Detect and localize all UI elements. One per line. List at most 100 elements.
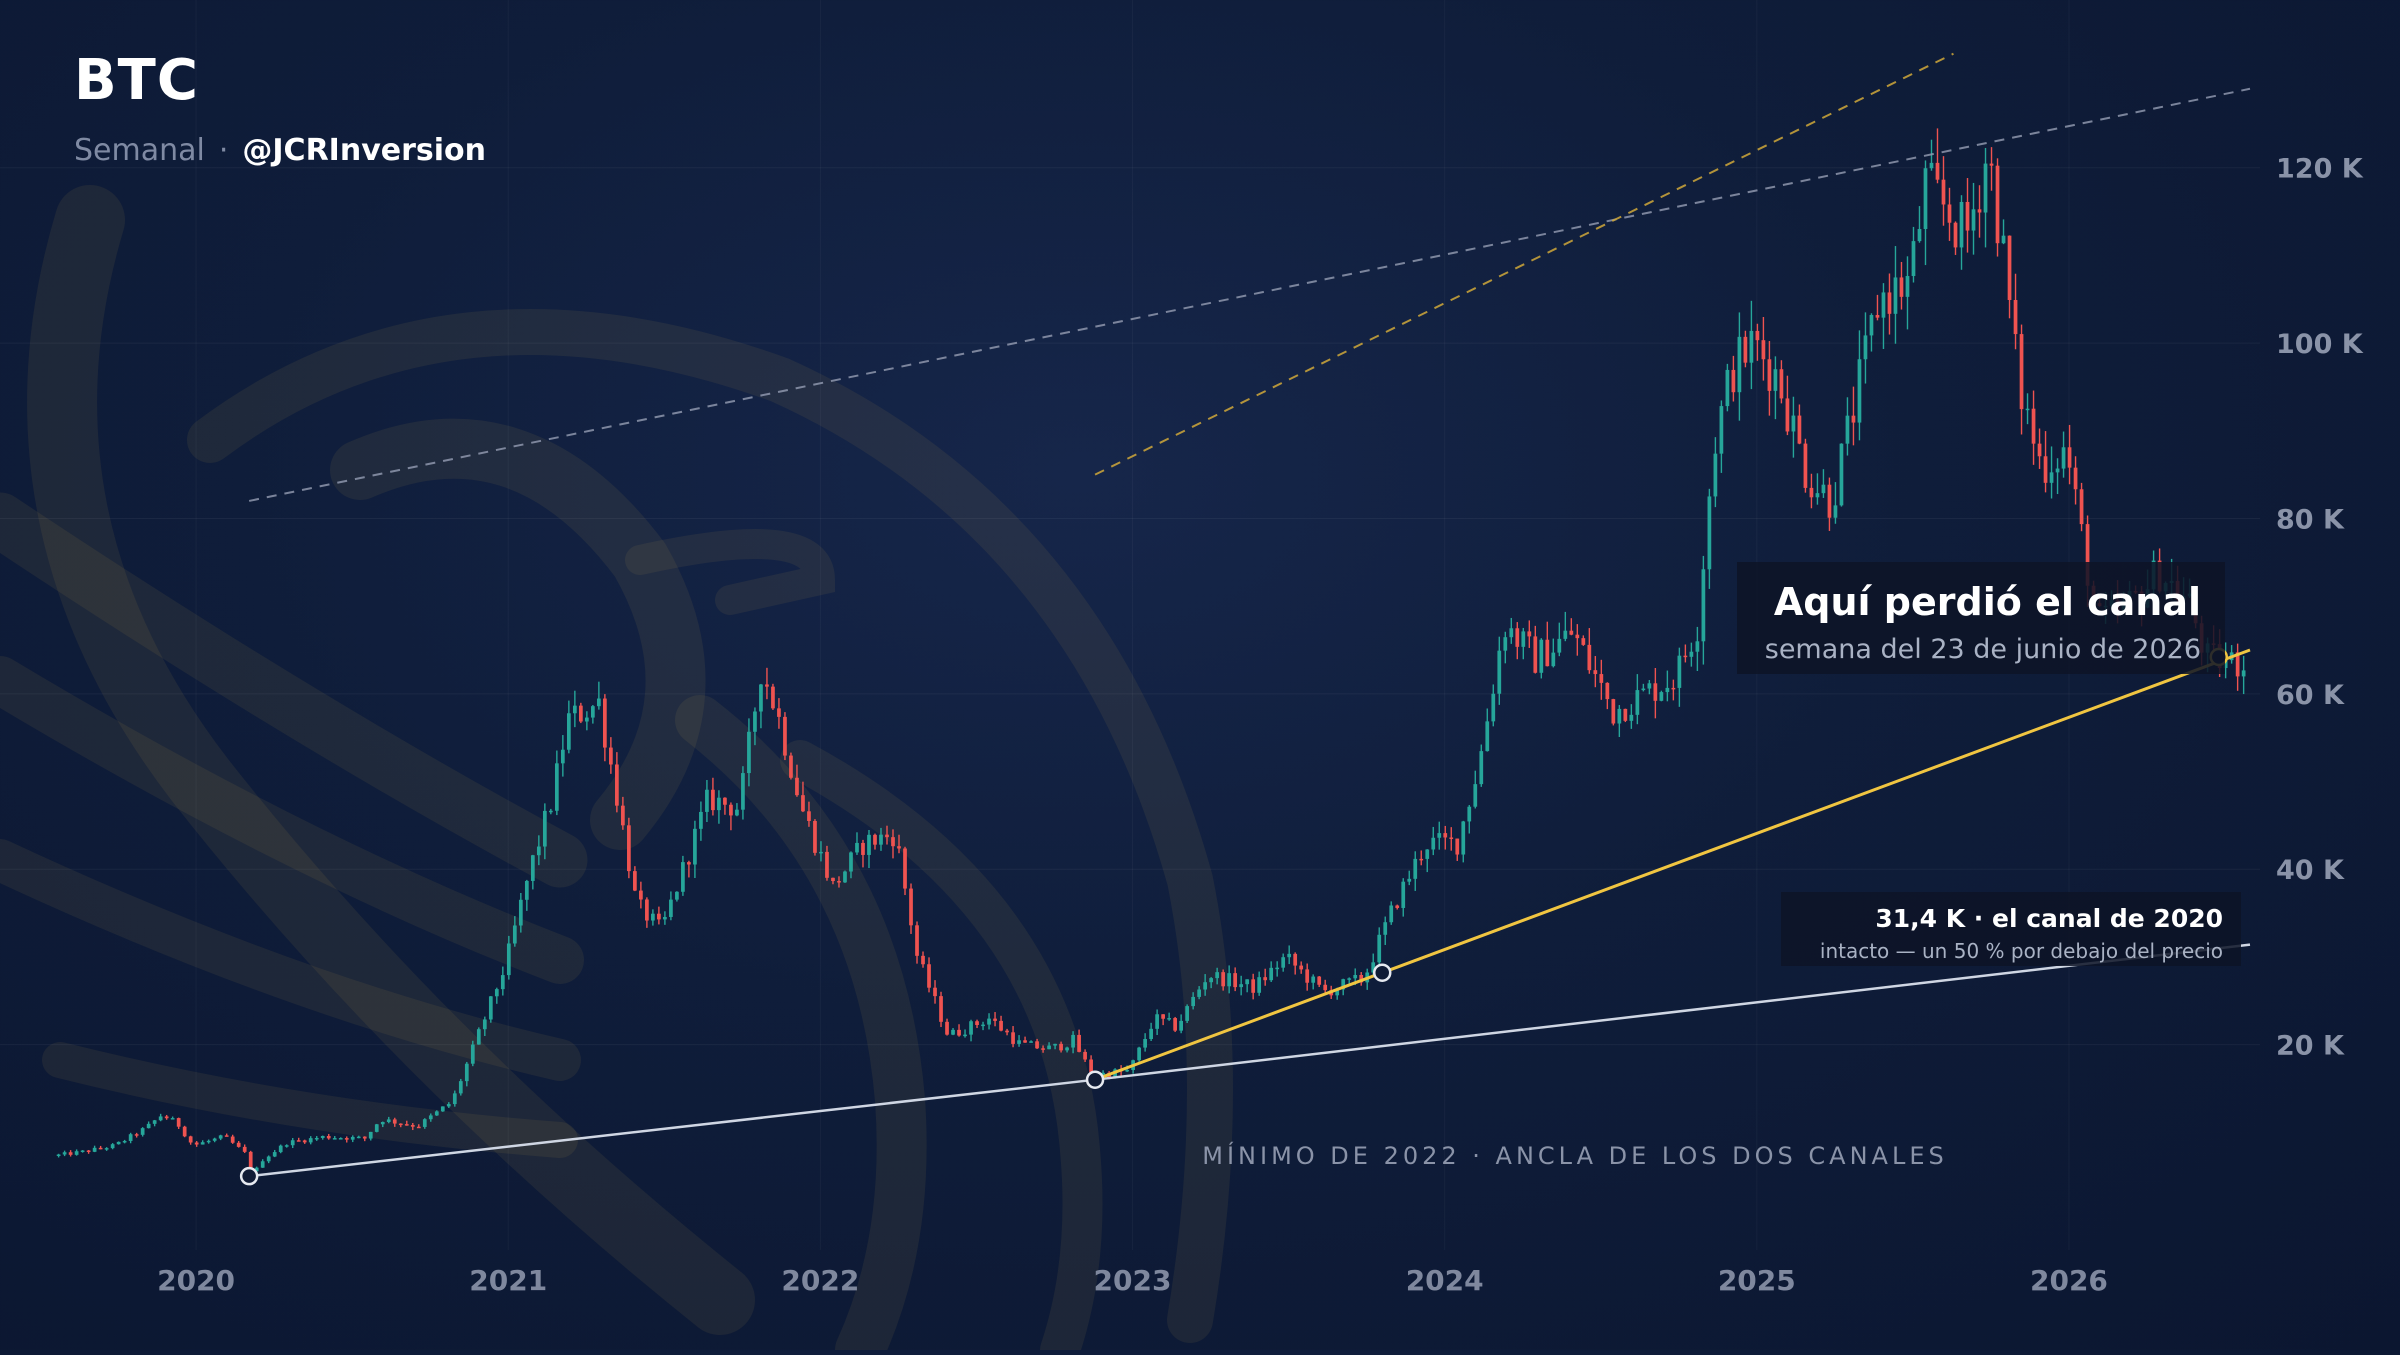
candle-body: [1587, 644, 1592, 671]
candle-body: [1899, 277, 1904, 297]
candle-body: [1473, 784, 1478, 807]
candle-body: [200, 1142, 205, 1145]
candle-body: [1401, 881, 1406, 908]
candle-body: [56, 1154, 61, 1157]
candle-body: [224, 1135, 229, 1137]
candle-body: [1659, 692, 1664, 701]
candle-body: [783, 716, 787, 756]
candle-body: [1785, 398, 1790, 432]
candle-body: [1977, 209, 1982, 213]
candle-body: [1197, 989, 1202, 997]
candle-body: [675, 891, 679, 900]
candle-body: [500, 975, 505, 990]
candle-body: [374, 1124, 379, 1132]
candle-body: [987, 1018, 991, 1025]
candle-body: [1035, 1041, 1039, 1049]
candle-body: [2055, 468, 2060, 473]
candle-body: [158, 1116, 163, 1121]
candle-body: [1989, 163, 1994, 166]
candle-body: [1245, 979, 1250, 985]
y-axis: 20 K 40 K 60 K 80 K 100 K 120 K: [2276, 154, 2364, 1062]
candle-body: [795, 777, 799, 796]
candle-body: [566, 713, 571, 750]
candle-body: [536, 846, 541, 856]
candle-body: [314, 1137, 319, 1140]
callout-lost-channel: Aquí perdió el canal semana del 23 de ju…: [1737, 562, 2225, 674]
candle-body: [572, 705, 577, 714]
candle-body: [92, 1147, 97, 1152]
candle-body: [1467, 806, 1472, 822]
candle-body: [1851, 415, 1856, 423]
candle-body: [1635, 690, 1640, 715]
candle-body: [687, 862, 691, 865]
x-tick-label: 2024: [1406, 1264, 1484, 1297]
candle-body: [969, 1021, 973, 1035]
candle-body: [1233, 973, 1238, 988]
candle-body: [729, 804, 733, 816]
candle-body: [356, 1136, 361, 1139]
x-tick-label: 2021: [469, 1264, 547, 1297]
trend-marker: [239, 1166, 259, 1186]
candle-body: [1209, 978, 1214, 983]
candle-body: [1611, 699, 1616, 724]
x-tick-label: 2026: [2030, 1264, 2108, 1297]
candle-body: [164, 1116, 169, 1119]
y-tick-label: 100 K: [2276, 329, 2364, 360]
candle-body: [1065, 1047, 1069, 1051]
candle-body: [933, 987, 937, 997]
candle-body: [1875, 314, 1880, 318]
candle-body: [1653, 683, 1658, 701]
candle-body: [867, 834, 871, 855]
candle-body: [2019, 334, 2024, 410]
candle-body: [1017, 1040, 1021, 1044]
candle-body: [512, 925, 517, 944]
candle-body: [705, 789, 709, 812]
candle-body: [855, 842, 859, 853]
candle-body: [1983, 163, 1988, 213]
candle-body: [2049, 472, 2054, 483]
candle-body: [1845, 415, 1850, 444]
candle-body: [2079, 489, 2084, 525]
timeframe-label: Semanal: [74, 133, 205, 168]
candle-body: [1155, 1014, 1159, 1029]
candle-body: [945, 1021, 949, 1035]
candle-body: [1293, 953, 1298, 966]
candle-body: [560, 749, 565, 764]
candle-body: [915, 925, 919, 956]
candle-body: [98, 1147, 103, 1150]
candle-body: [1083, 1051, 1087, 1060]
callout-lost-channel-title: Aquí perdió el canal: [1773, 580, 2201, 624]
candle-body: [1815, 493, 1820, 498]
candle-body: [1599, 674, 1604, 683]
candle-body: [1665, 687, 1670, 693]
candle-body: [2037, 443, 2042, 457]
candle-body: [104, 1148, 109, 1150]
candle-body: [578, 705, 583, 722]
callout-2020-channel: 31,4 K · el canal de 2020 intacto — un 5…: [1781, 892, 2241, 966]
candle-body: [1863, 335, 1868, 360]
candle-body: [2031, 408, 2036, 444]
y-tick-label: 120 K: [2276, 154, 2364, 185]
candle-body: [1323, 984, 1328, 991]
candle-body: [1347, 978, 1352, 980]
candle-body: [951, 1029, 955, 1035]
candle-body: [723, 797, 727, 805]
candle-body: [1617, 708, 1622, 724]
candle-body: [1173, 1018, 1177, 1031]
candle-body: [470, 1044, 475, 1064]
candle-body: [813, 820, 817, 853]
candle-body: [170, 1118, 175, 1120]
candle-body: [152, 1120, 157, 1124]
candle-body: [693, 828, 697, 865]
candle-body: [128, 1134, 133, 1141]
candle-body: [885, 834, 889, 838]
dashed-trend-line: [248, 87, 2251, 502]
y-tick-label: 80 K: [2276, 504, 2345, 535]
candle-body: [290, 1140, 295, 1146]
candle-body: [1005, 1030, 1009, 1033]
candle-body: [621, 805, 625, 826]
candle-body: [1641, 688, 1646, 691]
candle-body: [981, 1024, 985, 1027]
candle-body: [1161, 1014, 1165, 1019]
